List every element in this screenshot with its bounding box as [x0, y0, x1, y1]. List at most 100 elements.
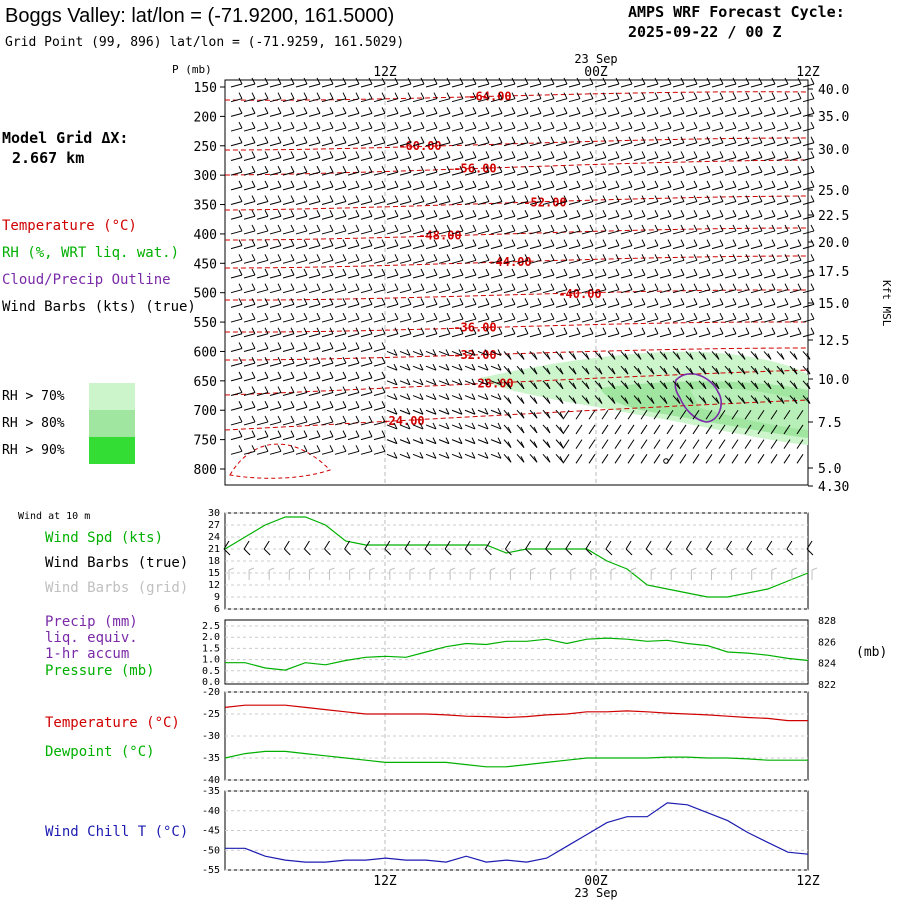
upper-barb-flag — [484, 452, 489, 459]
upper-barb-flag — [458, 349, 463, 356]
upper-barb-flag — [277, 342, 282, 349]
upper-barb — [789, 333, 802, 338]
upper-barb — [711, 127, 724, 132]
upper-barb — [776, 83, 789, 88]
upper-barb-flag — [667, 92, 672, 99]
upper-barb — [464, 274, 477, 279]
upper-barb-flag — [407, 195, 412, 202]
upper-barb — [243, 215, 256, 220]
upper-barb — [321, 406, 334, 411]
upper-barb-flag — [368, 121, 373, 129]
upper-barb — [627, 454, 635, 464]
upper-barb-flag — [654, 180, 659, 188]
upper-barb-flag — [485, 180, 490, 188]
upper-barb — [438, 395, 450, 401]
upper-barb — [295, 377, 308, 382]
upper-barb — [243, 230, 256, 235]
upper-barb — [321, 230, 334, 235]
upper-barb-flag — [238, 195, 243, 202]
upper-barb-flag — [537, 136, 542, 143]
surface-barb-true-flag — [766, 548, 774, 556]
upper-barb — [334, 83, 347, 88]
upper-barb-flag — [784, 180, 789, 188]
upper-barb — [490, 230, 503, 235]
upper-barb-flag — [537, 180, 542, 188]
upper-barb-flag — [394, 239, 399, 246]
upper-barb — [295, 259, 308, 264]
upper-barb — [360, 142, 373, 147]
temperature-panel-ytick-4: -40 — [202, 775, 220, 786]
upper-barb — [334, 156, 347, 161]
upper-barb — [269, 274, 282, 279]
upper-barb-flag — [303, 239, 308, 246]
upper-barb-flag — [446, 210, 451, 217]
upper-barb-flag — [485, 239, 490, 246]
upper-barb-flag — [537, 254, 542, 261]
upper-barb — [256, 347, 269, 352]
upper-barb-flag — [497, 422, 502, 430]
upper-barb-flag — [342, 445, 347, 452]
upper-barb-flag — [563, 239, 568, 246]
upper-barb — [490, 365, 502, 371]
upper-barb-flag — [368, 165, 373, 173]
upper-barb — [685, 215, 698, 220]
surface-barb-true-flag — [505, 548, 512, 556]
upper-barb — [438, 439, 450, 445]
upper-barb — [308, 347, 321, 352]
upper-barb — [321, 201, 334, 206]
surface-barb-true — [585, 540, 592, 550]
upper-barb-flag — [706, 107, 711, 114]
surface-barb-grid-flag — [570, 567, 576, 571]
upper-barb — [750, 142, 763, 147]
upper-barb — [321, 392, 334, 397]
upper-barb — [386, 230, 399, 235]
upper-barb-flag — [563, 210, 568, 217]
surface-barb-true — [263, 540, 270, 550]
upper-barb-flag — [771, 77, 776, 85]
upper-barb — [555, 230, 568, 235]
upper-barb — [269, 142, 282, 147]
upper-barb — [269, 347, 282, 352]
wind-chill-panel-series-0 — [225, 802, 809, 863]
upper-barb-flag — [316, 195, 321, 202]
upper-barb-flag — [498, 136, 503, 143]
upper-barb — [347, 289, 360, 294]
upper-barb-flag — [381, 107, 386, 114]
upper-barb — [334, 289, 347, 294]
upper-barb-flag — [654, 312, 659, 320]
upper-barb-flag — [355, 195, 360, 202]
upper-barb-flag — [407, 239, 412, 246]
upper-barb — [230, 171, 243, 176]
upper-barb — [588, 409, 596, 420]
upper-barb — [256, 156, 269, 161]
upper-barb-flag — [459, 327, 464, 334]
upper-barb — [698, 274, 711, 279]
upper-barb-flag — [810, 210, 815, 217]
upper-barb — [269, 230, 282, 235]
upper-barb-flag — [238, 239, 243, 246]
height-tick-4: 22.5 — [818, 209, 849, 224]
upper-barb-flag — [381, 136, 386, 143]
upper-barb-flag — [342, 371, 347, 379]
upper-barb-flag — [589, 312, 594, 320]
upper-barb — [243, 127, 256, 132]
upper-barb — [614, 424, 622, 435]
upper-barb-flag — [329, 342, 334, 349]
upper-barb-flag — [732, 151, 737, 158]
upper-barb-flag — [381, 298, 386, 305]
upper-barb-flag — [628, 239, 633, 246]
upper-barb — [516, 142, 529, 147]
upper-barb-flag — [797, 107, 802, 114]
upper-barb-flag — [576, 268, 581, 276]
upper-barb-flag — [654, 254, 659, 261]
temperature-panel-ytick-0: -20 — [202, 687, 220, 698]
upper-barb — [451, 215, 464, 220]
surface-barb-grid-flag — [610, 567, 617, 571]
upper-barb-flag — [654, 224, 659, 232]
upper-barb-flag — [524, 298, 529, 305]
upper-barb — [620, 201, 633, 206]
upper-barb-flag — [497, 408, 502, 415]
upper-barb-flag — [446, 77, 451, 85]
upper-barb — [737, 289, 750, 294]
upper-barb — [230, 274, 243, 279]
